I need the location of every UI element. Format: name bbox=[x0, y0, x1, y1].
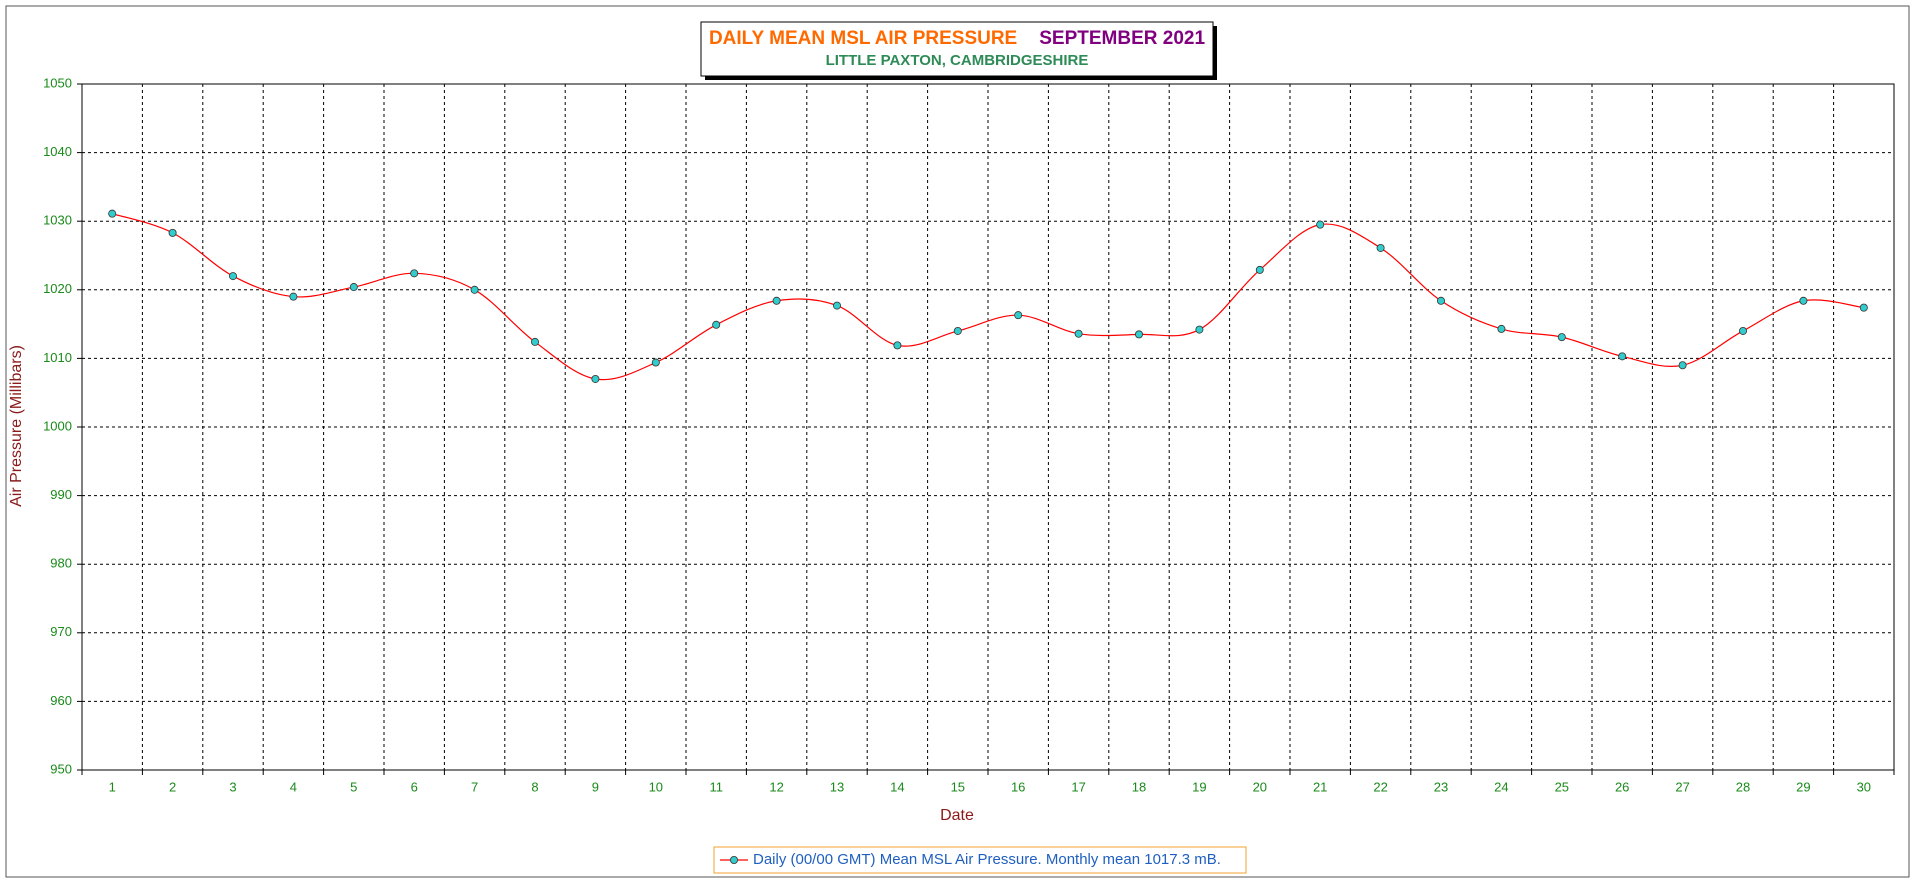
data-point bbox=[1497, 324, 1506, 333]
x-tick-label: 11 bbox=[709, 779, 723, 794]
x-tick-label: 4 bbox=[290, 779, 297, 794]
x-tick-label: 3 bbox=[229, 779, 236, 794]
y-tick-label: 1040 bbox=[43, 144, 72, 159]
y-tick-label: 1010 bbox=[43, 350, 72, 365]
data-point bbox=[228, 272, 237, 281]
x-tick-label: 27 bbox=[1675, 779, 1689, 794]
x-tick-label: 19 bbox=[1192, 779, 1206, 794]
data-point bbox=[1014, 311, 1023, 320]
x-tick-label: 21 bbox=[1313, 779, 1327, 794]
data-point bbox=[1678, 361, 1687, 370]
y-tick-label: 960 bbox=[50, 693, 72, 708]
legend-label: Daily (00/00 GMT) Mean MSL Air Pressure.… bbox=[753, 851, 1221, 868]
x-tick-label: 22 bbox=[1373, 779, 1387, 794]
data-point bbox=[772, 296, 781, 305]
data-point bbox=[1135, 330, 1144, 339]
x-axis-label: Date bbox=[940, 807, 974, 824]
title-period: SEPTEMBER 2021 bbox=[1039, 28, 1205, 49]
plot-frame bbox=[81, 83, 1895, 771]
data-point bbox=[289, 292, 298, 301]
data-point bbox=[1799, 296, 1808, 305]
y-tick-label: 990 bbox=[50, 487, 72, 502]
x-tick-label: 24 bbox=[1494, 779, 1508, 794]
data-point bbox=[1195, 325, 1204, 334]
data-point bbox=[953, 326, 962, 335]
data-point bbox=[833, 301, 842, 310]
x-tick-label: 1 bbox=[109, 779, 116, 794]
data-point bbox=[591, 374, 600, 383]
x-tick-label: 14 bbox=[890, 779, 904, 794]
x-tick-label: 30 bbox=[1857, 779, 1871, 794]
data-point bbox=[1074, 329, 1083, 338]
subtitle: LITTLE PAXTON, CAMBRIDGESHIRE bbox=[826, 52, 1089, 69]
data-point bbox=[893, 341, 902, 350]
data-point bbox=[349, 283, 358, 292]
y-tick-label: 980 bbox=[50, 556, 72, 571]
x-tick-label: 8 bbox=[531, 779, 538, 794]
data-point bbox=[531, 337, 540, 346]
x-tick-label: 18 bbox=[1132, 779, 1146, 794]
x-tick-label: 26 bbox=[1615, 779, 1629, 794]
x-tick-label: 6 bbox=[411, 779, 418, 794]
x-tick-label: 5 bbox=[350, 779, 357, 794]
x-tick-label: 13 bbox=[830, 779, 844, 794]
data-point bbox=[1859, 303, 1868, 312]
y-axis-label: Air Pressure (Millibars) bbox=[8, 345, 25, 507]
x-tick-label: 28 bbox=[1736, 779, 1750, 794]
data-point bbox=[1437, 296, 1446, 305]
x-tick-label: 12 bbox=[769, 779, 783, 794]
title-box bbox=[700, 21, 1214, 77]
x-tick-label: 23 bbox=[1434, 779, 1448, 794]
data-point bbox=[1618, 352, 1627, 361]
legend-box bbox=[713, 846, 1247, 874]
data-point bbox=[1376, 243, 1385, 252]
data-point bbox=[1557, 333, 1566, 342]
x-tick-label: 15 bbox=[951, 779, 965, 794]
data-point bbox=[651, 358, 660, 367]
y-tick-label: 1000 bbox=[43, 418, 72, 433]
y-tick-label: 950 bbox=[50, 761, 72, 776]
data-point bbox=[410, 269, 419, 278]
x-tick-label: 7 bbox=[471, 779, 478, 794]
x-tick-label: 16 bbox=[1011, 779, 1025, 794]
data-point bbox=[1316, 220, 1325, 229]
x-tick-label: 10 bbox=[649, 779, 663, 794]
x-tick-label: 20 bbox=[1253, 779, 1267, 794]
x-tick-label: 17 bbox=[1071, 779, 1085, 794]
y-tick-label: 1050 bbox=[43, 75, 72, 90]
x-tick-label: 2 bbox=[169, 779, 176, 794]
y-tick-label: 1030 bbox=[43, 213, 72, 228]
data-point bbox=[108, 209, 117, 218]
legend-swatch-marker bbox=[730, 856, 739, 865]
y-tick-label: 1020 bbox=[43, 281, 72, 296]
title-main: DAILY MEAN MSL AIR PRESSURE bbox=[709, 28, 1017, 49]
y-tick-label: 970 bbox=[50, 624, 72, 639]
title: DAILY MEAN MSL AIR PRESSURE SEPTEMBER 202… bbox=[709, 28, 1206, 49]
data-point bbox=[470, 285, 479, 294]
x-tick-label: 25 bbox=[1555, 779, 1569, 794]
data-point bbox=[168, 228, 177, 237]
chart-border bbox=[5, 5, 1910, 878]
data-point bbox=[1255, 265, 1264, 274]
data-point bbox=[1739, 326, 1748, 335]
data-point bbox=[712, 320, 721, 329]
x-tick-label: 9 bbox=[592, 779, 599, 794]
x-tick-label: 29 bbox=[1796, 779, 1810, 794]
